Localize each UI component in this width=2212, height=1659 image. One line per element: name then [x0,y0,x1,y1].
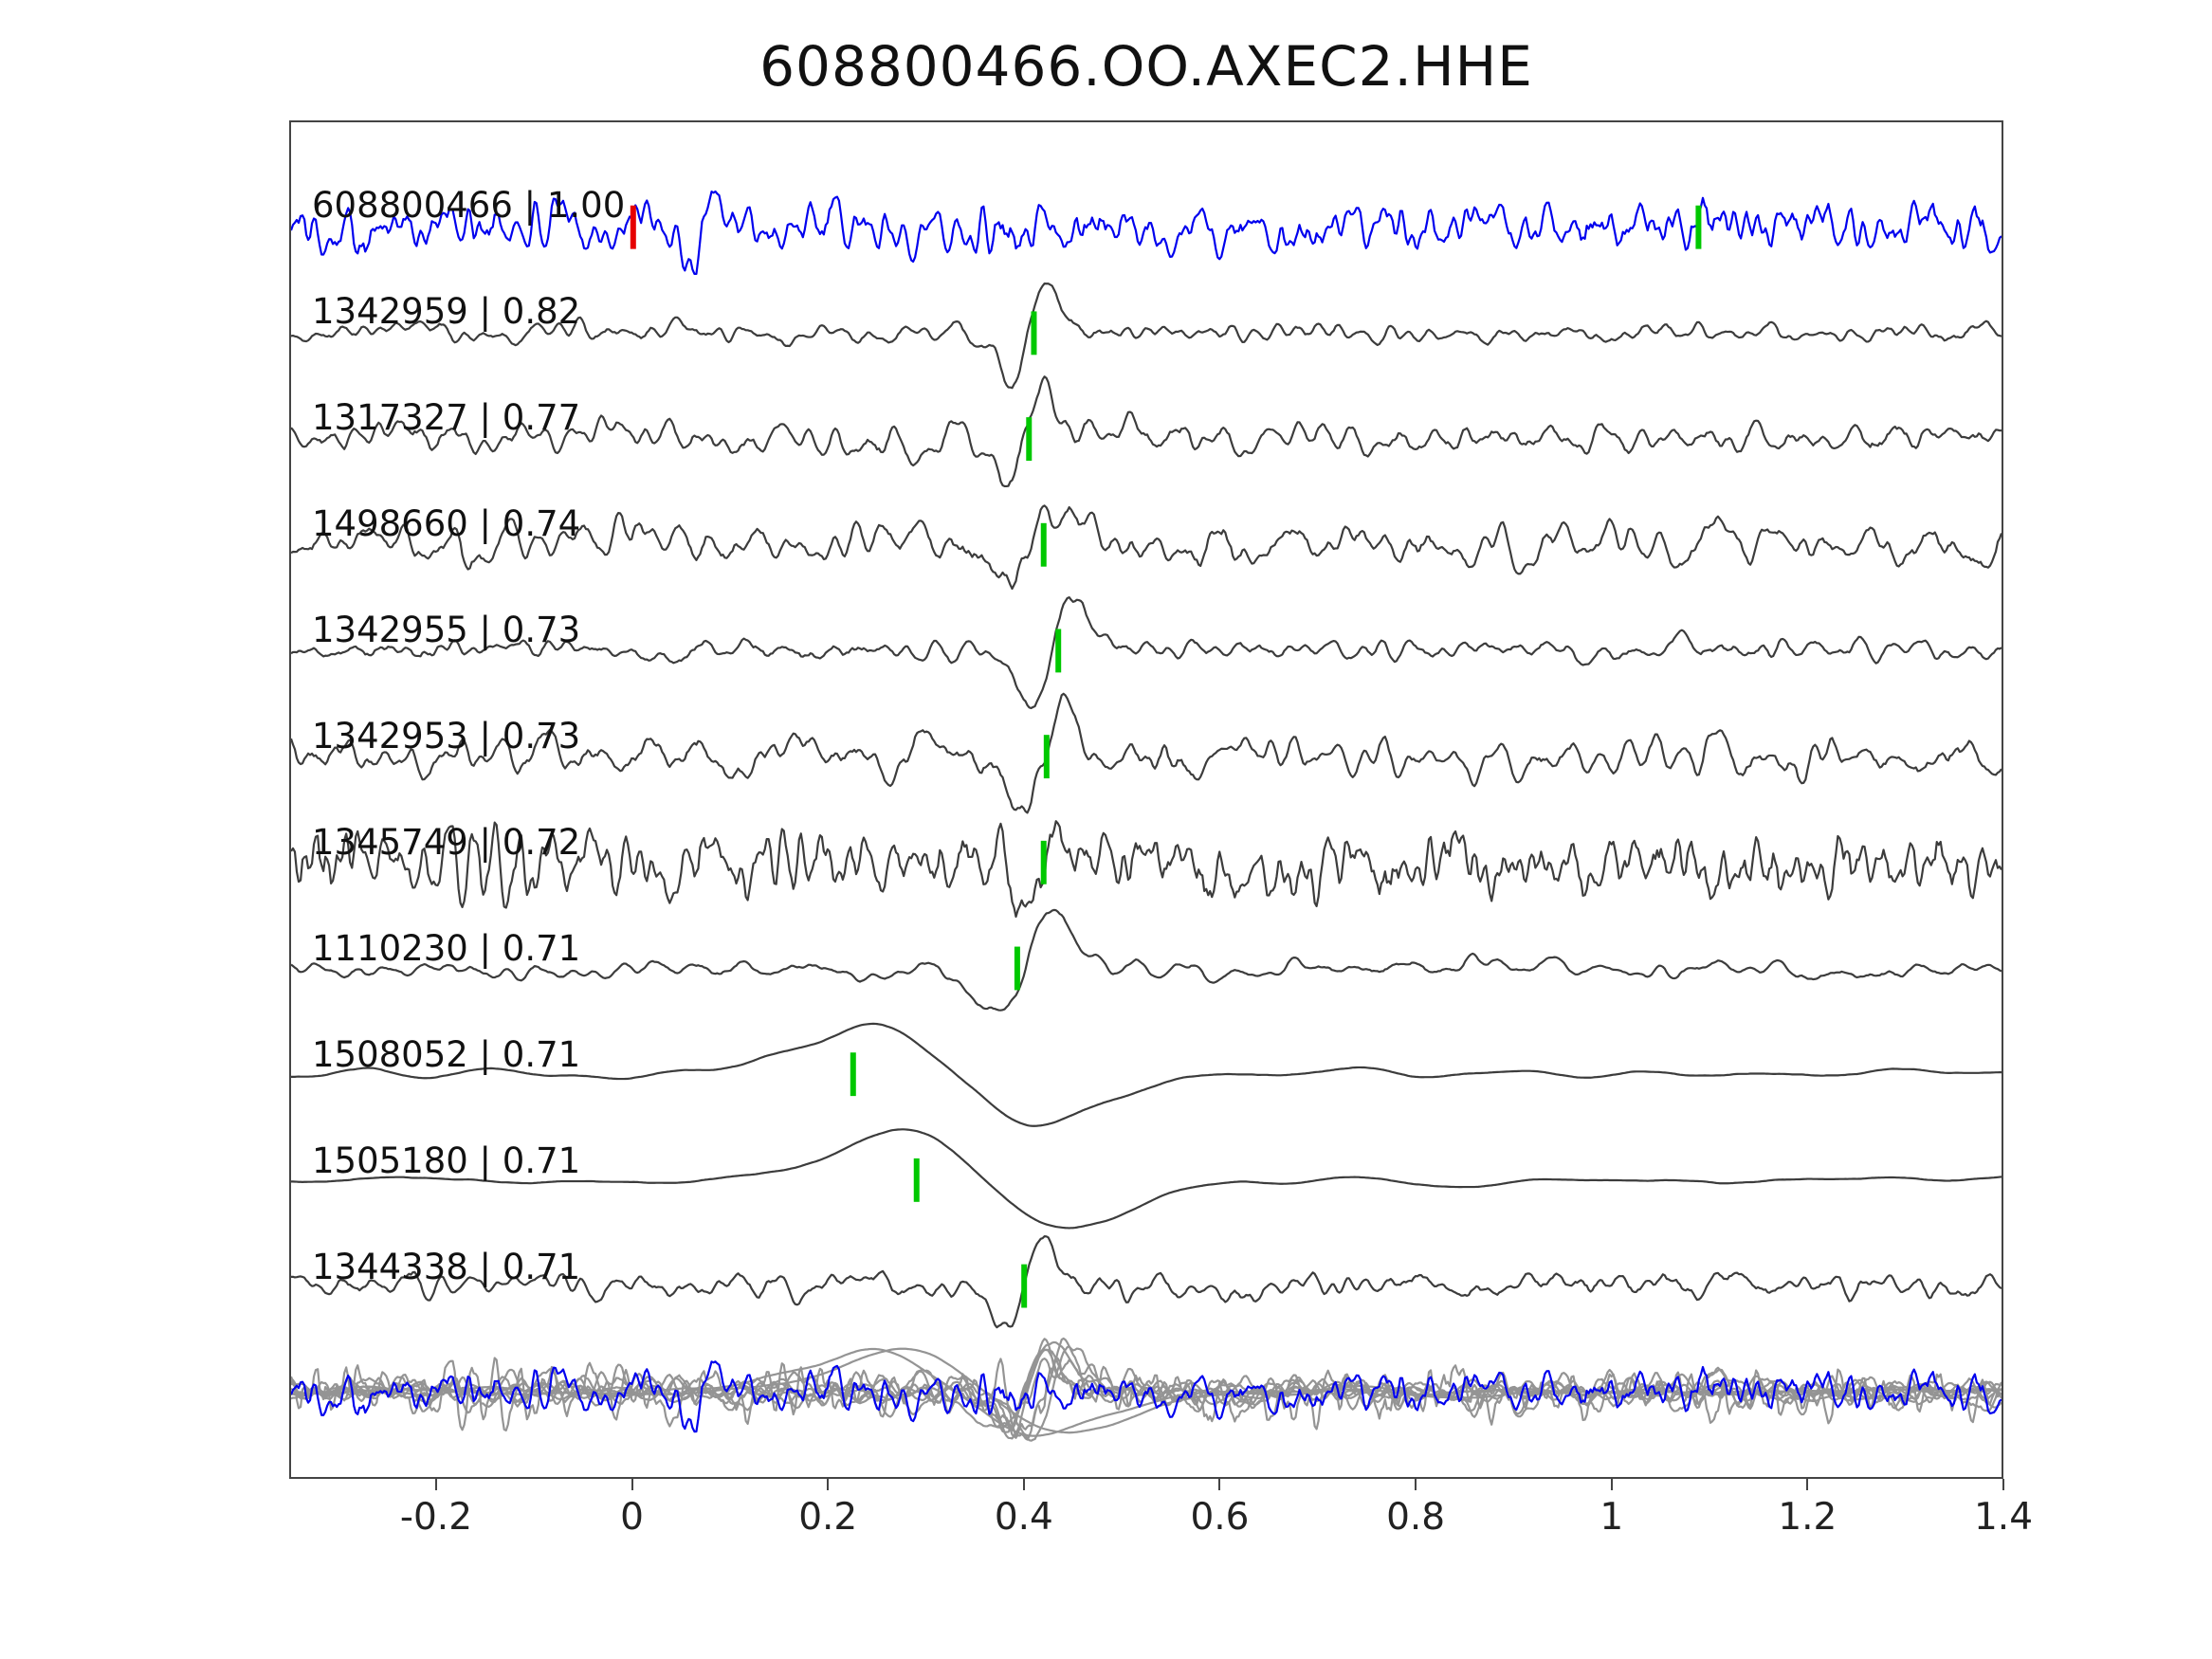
x-tick-mark [1415,1479,1417,1490]
reference-waveform-trace [291,190,2002,276]
pick-marker [1055,629,1062,673]
trace-label: 1505180 | 0.71 [312,1140,581,1181]
trace-label: 1345749 | 0.72 [312,822,581,863]
waveform-trace [291,283,2002,390]
origin-marker [630,205,636,249]
pick-marker [1026,417,1033,462]
x-tick-label: -0.2 [399,1496,473,1539]
x-tick-label: 0.2 [798,1496,858,1539]
waveform-trace [291,1022,2002,1127]
waveform-trace [291,692,2002,814]
pick-marker [1040,840,1047,884]
x-tick-mark [1218,1479,1221,1490]
x-tick-mark [631,1479,633,1490]
pick-marker [1021,1264,1028,1308]
x-tick-label: 0.4 [994,1496,1053,1539]
x-tick-label: 0 [620,1496,644,1539]
pick-marker [913,1158,920,1202]
chart-title: 608800466.OO.AXEC2.HHE [759,34,1533,99]
trace-label: 1110230 | 0.71 [312,928,581,969]
waveform-trace [291,504,2002,591]
plot-area: 608800466 | 1.00 1342959 | 0.82 1317327 | … [289,120,2003,1479]
x-tick-label: 1.2 [1778,1496,1837,1539]
x-tick-label: 1 [1600,1496,1624,1539]
pick-marker [1031,311,1037,356]
x-tick-mark [2002,1479,2004,1490]
x-tick-mark [827,1479,830,1490]
x-tick-label: 0.8 [1386,1496,1446,1539]
trace-label: 1498660 | 0.74 [312,503,581,544]
trace-label: 1344338 | 0.71 [312,1247,581,1287]
waveform-trace [291,1128,2002,1230]
x-tick-mark [1022,1479,1025,1490]
trace-label: 1342955 | 0.73 [312,610,581,650]
waveform-trace [291,1235,2002,1329]
trace-label: 608800466 | 1.00 [312,185,626,226]
trace-label: 1342959 | 0.82 [312,291,581,332]
pick-marker [1695,205,1702,249]
pick-marker [1040,522,1047,567]
trace-label: 1342953 | 0.73 [312,716,581,757]
waveform-canvas [291,190,2002,1442]
x-tick-label: 0.6 [1190,1496,1250,1539]
waveform-trace [291,596,2002,710]
trace-label: 1508052 | 0.71 [312,1034,581,1075]
x-tick-label: 1.4 [1973,1496,2034,1539]
x-tick-mark [434,1479,437,1490]
waveform-trace [291,820,2002,919]
waveform-trace [291,375,2002,488]
waveform-trace [291,908,2002,1012]
overlay-reference-trace [291,1360,2002,1433]
pick-marker [850,1052,856,1097]
pick-marker [1014,946,1020,991]
trace-label: 1317327 | 0.77 [312,397,581,438]
x-tick-mark [1806,1479,1809,1490]
x-tick-mark [1610,1479,1613,1490]
pick-marker [1043,735,1050,779]
